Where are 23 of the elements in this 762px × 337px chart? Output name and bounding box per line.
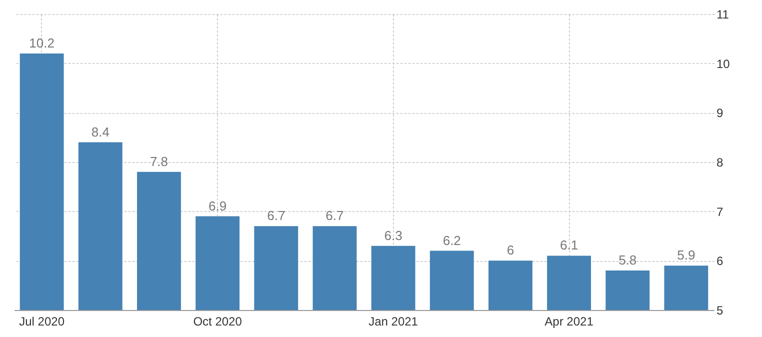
data-label: 6.1 bbox=[560, 238, 578, 253]
data-label: 7.8 bbox=[150, 154, 168, 169]
data-label: 5.9 bbox=[677, 248, 696, 263]
y-tick-label: 6 bbox=[716, 254, 724, 268]
data-label: 6.7 bbox=[326, 208, 344, 224]
y-tick-label: 8 bbox=[716, 156, 724, 170]
data-label: 5.8 bbox=[618, 252, 637, 268]
y-tick-label: 11 bbox=[716, 8, 730, 22]
data-label: 6 bbox=[506, 242, 514, 258]
data-label: 10.2 bbox=[29, 35, 54, 50]
data-label: 6.9 bbox=[208, 198, 227, 214]
y-tick-label: 10 bbox=[716, 56, 730, 71]
y-tick-label: 9 bbox=[716, 106, 724, 120]
y-tick-label: 7 bbox=[716, 204, 724, 219]
data-label: 6.3 bbox=[384, 228, 402, 243]
y-tick-label: 5 bbox=[716, 304, 724, 318]
data-label: 8.4 bbox=[91, 124, 110, 140]
x-tick-label: Jul 2020 bbox=[19, 314, 65, 328]
data-label: 6.7 bbox=[267, 208, 286, 224]
data-label: 6.2 bbox=[442, 232, 461, 248]
x-tick-label: Jan 2021 bbox=[368, 314, 418, 328]
x-tick-label: Apr 2021 bbox=[544, 314, 594, 328]
x-tick-label: Oct 2020 bbox=[193, 314, 242, 328]
